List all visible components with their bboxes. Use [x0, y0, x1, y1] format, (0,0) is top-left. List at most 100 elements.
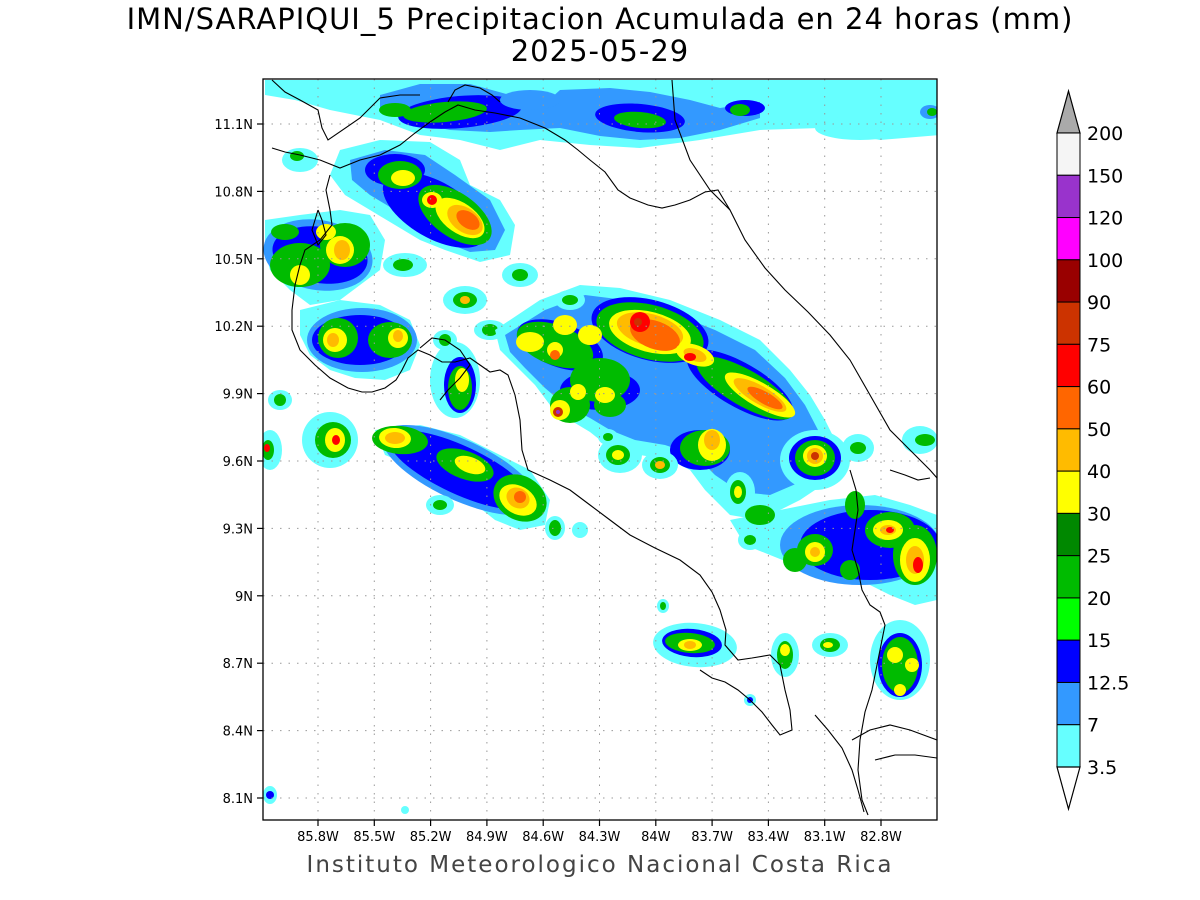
lon-tick-label: 83.4W	[747, 830, 789, 845]
colorbar-swatch	[1056, 259, 1081, 303]
colorbar-label: 120	[1087, 208, 1123, 230]
map-title: IMN/SARAPIQUI_5 Precipitacion Acumulada …	[126, 2, 1074, 36]
precip-contour	[455, 368, 469, 392]
lat-tick-label: 10.2N	[214, 320, 253, 335]
precip-contour	[553, 315, 577, 335]
border-nicaragua-costarica	[271, 104, 731, 211]
colorbar-label: 25	[1087, 546, 1111, 568]
colorbar-swatch	[1056, 301, 1081, 345]
precip-contour	[572, 522, 588, 538]
lat-tick-label: 8.4N	[223, 725, 253, 740]
colorbar-swatch	[1056, 174, 1081, 219]
precip-contour	[274, 394, 286, 406]
credit-text: Instituto Meteorologico Nacional Costa R…	[306, 852, 894, 878]
precip-contour	[512, 269, 528, 281]
precip-contour	[454, 455, 486, 475]
precip-contour	[811, 452, 819, 460]
colorbar-label: 50	[1087, 419, 1111, 441]
precip-contour	[456, 210, 480, 230]
lon-tick-label: 83.1W	[804, 830, 846, 845]
lat-tick-label: 9.9N	[223, 388, 253, 403]
precip-contour	[578, 325, 602, 345]
precip-contour	[905, 658, 919, 672]
pacific-coastline	[291, 174, 793, 736]
colorbar-under-arrow	[1056, 766, 1081, 812]
precip-contour	[570, 384, 586, 400]
precip-contour	[550, 350, 560, 360]
precip-contour	[927, 108, 937, 116]
precip-contour	[549, 520, 561, 536]
precip-contour	[780, 644, 790, 656]
precip-contour	[744, 535, 756, 545]
precip-contour	[745, 505, 775, 525]
map-date: 2025-05-29	[510, 34, 690, 68]
precip-contour	[915, 434, 935, 446]
precip-contour	[433, 500, 447, 510]
lat-tick-label: 9.3N	[223, 522, 253, 537]
precip-contour	[266, 791, 274, 799]
precip-contour	[660, 602, 666, 610]
precip-contour	[850, 442, 866, 454]
colorbar-swatch	[1056, 724, 1081, 768]
colorbar-label: 200	[1087, 123, 1123, 145]
precip-contour	[810, 547, 820, 557]
colorbar-label: 7	[1087, 715, 1099, 737]
precip-contour	[401, 806, 409, 814]
precip-contour	[271, 224, 299, 240]
precip-contour	[603, 433, 613, 441]
precip-contour	[460, 296, 470, 304]
colorbar-swatch	[1056, 555, 1081, 599]
lon-tick-label: 84.3W	[579, 830, 621, 845]
lat-tick-label: 8.1N	[223, 792, 253, 807]
precip-contour	[734, 486, 742, 498]
precip-contour	[887, 647, 903, 663]
precip-contour	[556, 410, 560, 414]
precip-contour	[327, 333, 339, 347]
precip-contour	[393, 330, 403, 342]
precip-contour	[562, 295, 578, 305]
colorbar-label: 100	[1087, 250, 1123, 272]
lon-tick-label: 85.8W	[297, 830, 339, 845]
precipitation-field	[263, 80, 937, 814]
lat-tick-label: 11.1N	[214, 118, 253, 133]
lon-tick-label: 82.8W	[860, 830, 902, 845]
colorbar-label: 40	[1087, 461, 1111, 483]
precip-contour	[332, 435, 340, 445]
precip-contour	[264, 444, 270, 452]
colorbar-over-arrow	[1056, 88, 1081, 134]
precip-contour	[500, 90, 560, 110]
colorbar-label: 15	[1087, 630, 1111, 652]
precip-contour	[612, 450, 624, 460]
precip-contour	[845, 491, 865, 519]
precip-contour	[393, 259, 413, 271]
precip-contour	[684, 353, 696, 361]
precip-contour	[391, 170, 415, 186]
precip-contour	[823, 642, 833, 648]
precip-contour	[913, 557, 923, 573]
colorbar-label: 30	[1087, 503, 1111, 525]
colorbar-legend: 200 150 120 100 90 75 60 50 40 30 25 20 15 12.5 7 3.5	[1056, 88, 1129, 812]
colorbar-label: 75	[1087, 334, 1111, 356]
precip-contour	[815, 116, 905, 140]
lon-tick-label: 84.6W	[522, 830, 564, 845]
lat-tick-label: 10.8N	[214, 185, 253, 200]
lon-tick-label: 84.9W	[466, 830, 508, 845]
border-costarica-panama	[849, 469, 886, 816]
colorbar-swatch	[1056, 597, 1081, 641]
precip-contour	[634, 318, 642, 326]
grid-lines	[263, 79, 937, 820]
colorbar-swatch	[1056, 428, 1081, 472]
precip-contour	[840, 560, 860, 580]
colorbar-swatch	[1056, 386, 1081, 430]
lon-tick-label: 84W	[641, 830, 671, 845]
caribbean-coastline	[671, 79, 937, 479]
longitude-axis: 85.8W 85.5W 85.2W 84.9W 84.6W 84.3W 84W 83.7W 83…	[297, 820, 902, 845]
precip-contour	[747, 386, 783, 410]
lon-tick-label: 83.7W	[691, 830, 733, 845]
precip-contour	[730, 104, 750, 116]
latitude-axis: 11.1N 10.8N 10.5N 10.2N 9.9N 9.6N 9.3N 9N 8.7N 8.…	[214, 118, 263, 807]
lon-tick-label: 85.2W	[410, 830, 452, 845]
colorbar-swatch	[1056, 639, 1081, 683]
precip-contour	[595, 387, 615, 403]
